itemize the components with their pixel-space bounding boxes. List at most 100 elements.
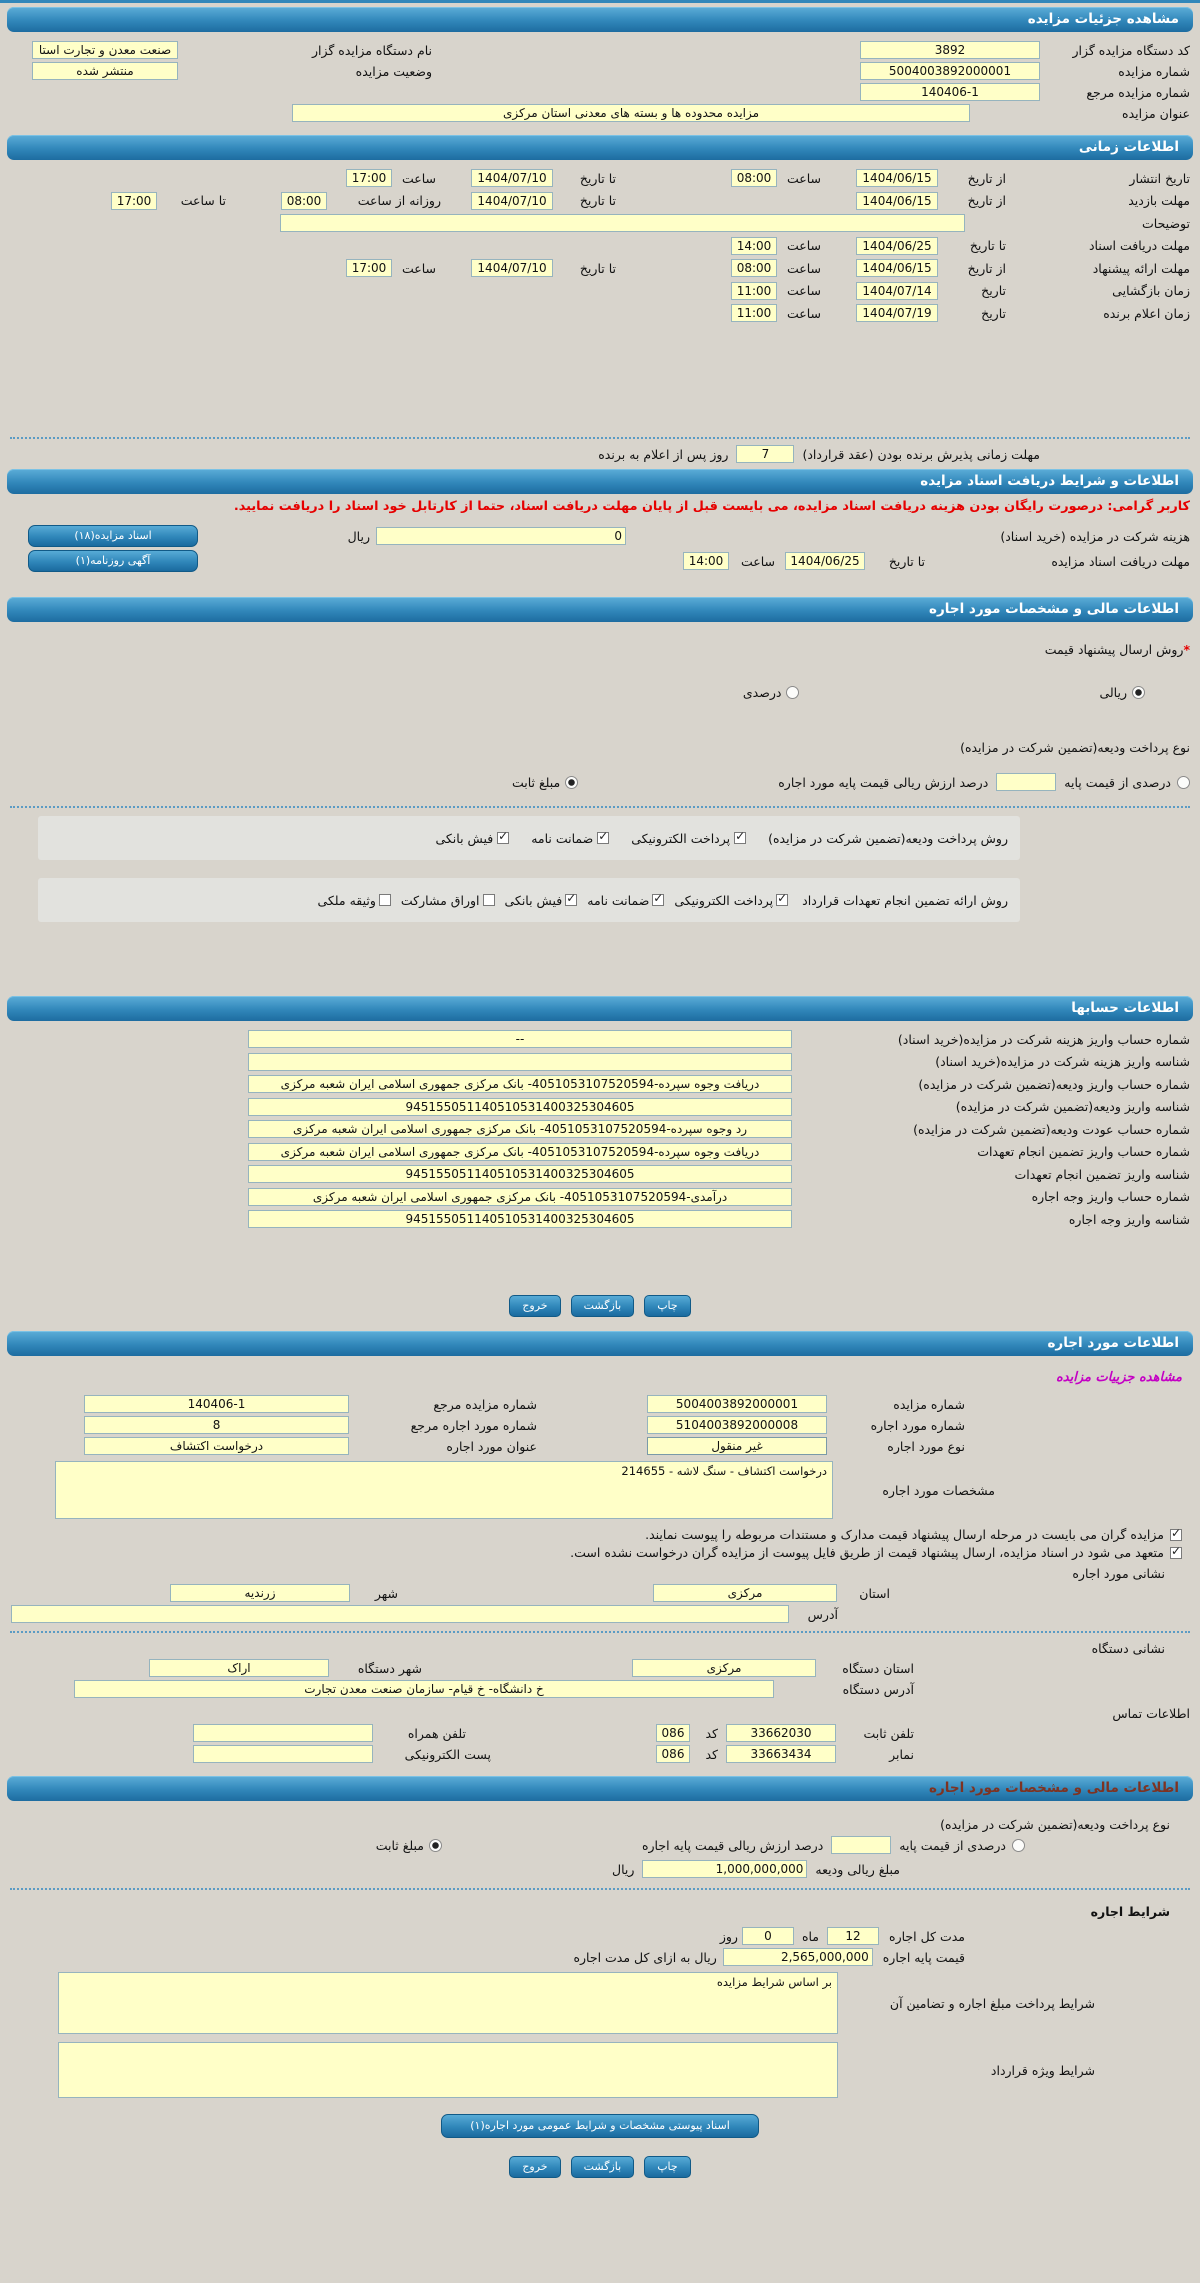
fee-field[interactable]: 0 bbox=[376, 527, 626, 545]
account-field[interactable]: دریافت وجوه سپرده-4051053107520594- بانک… bbox=[248, 1142, 792, 1161]
opening-date-field[interactable]: 1404/07/14 bbox=[856, 281, 938, 300]
item-title-field[interactable]: درخواست اکتشاف bbox=[84, 1437, 349, 1455]
rial-radio[interactable] bbox=[1132, 686, 1145, 699]
visit-daily-from-field[interactable]: 08:00 bbox=[281, 191, 327, 210]
account-field[interactable] bbox=[248, 1052, 792, 1071]
fixed-amount-radio[interactable] bbox=[565, 775, 579, 789]
account-field[interactable]: 945155051140510531400325304605 bbox=[248, 1097, 792, 1116]
auction-title-field[interactable]: مزایده محدوده ها و بسته های معدنی استان … bbox=[292, 104, 970, 122]
offer-to-hour-field[interactable]: 17:00 bbox=[346, 259, 392, 277]
account-field[interactable]: 945155051140510531400325304605 bbox=[248, 1165, 792, 1183]
docs-deadline-date-field-2[interactable]: 1404/06/25 bbox=[785, 552, 865, 570]
print-button-bottom[interactable]: چاپ bbox=[644, 2156, 691, 2178]
publish-to-date-field[interactable]: 1404/07/10 bbox=[471, 169, 553, 187]
org-address-field[interactable]: خ دانشگاه- خ قیام- سازمان صنعت معدن تجار… bbox=[74, 1680, 774, 1698]
status-field[interactable]: منتشر شده bbox=[32, 62, 178, 80]
account-field[interactable]: رد وجوه سپرده-4051053107520594- بانک مرک… bbox=[248, 1120, 792, 1138]
winner-date-field[interactable]: 1404/07/19 bbox=[856, 304, 938, 322]
winner-hour-field[interactable]: 11:00 bbox=[731, 304, 777, 322]
account-field[interactable]: دریافت وجوه سپرده-4051053107520594- بانک… bbox=[248, 1075, 792, 1093]
docs-deadline-hour-field-2[interactable]: 14:00 bbox=[683, 552, 729, 570]
offer-from-hour-field[interactable]: 08:00 bbox=[731, 259, 777, 277]
g-bank-slip-checkbox[interactable] bbox=[565, 891, 578, 906]
account-field[interactable]: -- bbox=[248, 1030, 792, 1048]
auction-no-field[interactable]: 5004003892000001 bbox=[860, 62, 1040, 80]
bank-slip-checkbox[interactable] bbox=[497, 829, 510, 844]
fax-code-field[interactable]: 086 bbox=[656, 1745, 690, 1763]
device-code-field[interactable]: 3892 bbox=[860, 41, 1040, 59]
item-type-select[interactable]: غیر منقول bbox=[647, 1437, 827, 1455]
percent-radio[interactable] bbox=[786, 686, 800, 699]
docs-deadline-hour-group: ساعت 14:00 bbox=[731, 236, 821, 255]
g-guarantee-letter-checkbox[interactable] bbox=[652, 891, 665, 906]
fixed-amount-radio-2[interactable] bbox=[428, 1838, 442, 1852]
guarantee-letter-checkbox[interactable] bbox=[597, 829, 610, 844]
percent-of-base-field-2[interactable] bbox=[831, 1836, 892, 1854]
rental-auction-ref-field[interactable]: 140406-1 bbox=[84, 1395, 349, 1413]
visit-from-date-field[interactable]: 1404/06/15 bbox=[856, 191, 938, 210]
phone-field[interactable]: 33662030 bbox=[726, 1724, 836, 1742]
rental-auction-no-field[interactable]: 5004003892000001 bbox=[647, 1395, 827, 1413]
item-ref-field[interactable]: 8 bbox=[84, 1416, 349, 1434]
publish-from-date-field[interactable]: 1404/06/15 bbox=[856, 169, 938, 187]
newspaper-ad-button[interactable]: آگهی روزنامه(۱) bbox=[28, 550, 198, 572]
item-no-field[interactable]: 5104003892000008 bbox=[647, 1416, 827, 1434]
docs-deadline-hour-field[interactable]: 14:00 bbox=[731, 236, 777, 255]
publish-to-hour-field[interactable]: 17:00 bbox=[346, 169, 392, 187]
guarantee-method-strip: روش ارائه تضمین انجام تعهدات قرارداد پرد… bbox=[38, 878, 1020, 922]
base-price-field[interactable]: 2,565,000,000 bbox=[722, 1948, 873, 1966]
special-terms-textarea[interactable] bbox=[58, 2042, 838, 2098]
visit-daily-to-field[interactable]: 17:00 bbox=[111, 191, 157, 210]
auction-ref-field[interactable]: 140406-1 bbox=[860, 83, 1040, 101]
notes-field[interactable] bbox=[280, 214, 965, 232]
g-electronic-payment-checkbox[interactable] bbox=[776, 891, 789, 906]
percent-of-base-radio[interactable] bbox=[1177, 775, 1190, 789]
org-city-field[interactable]: اراک bbox=[149, 1659, 329, 1677]
address-field[interactable] bbox=[11, 1605, 789, 1623]
g-bonds-checkbox[interactable] bbox=[482, 894, 495, 906]
account-field[interactable]: درآمدی-4051053107520594- بانک مرکزی جمهو… bbox=[248, 1187, 792, 1206]
phone-code-field[interactable]: 086 bbox=[656, 1724, 690, 1742]
email-field[interactable] bbox=[193, 1745, 373, 1763]
percent-of-base-field[interactable] bbox=[996, 773, 1057, 791]
province-field[interactable]: مرکزی bbox=[653, 1584, 837, 1602]
days-field[interactable]: 0 bbox=[741, 1927, 794, 1945]
months-field[interactable]: 12 bbox=[827, 1927, 880, 1945]
view-auction-details-link[interactable]: مشاهده جزییات مزایده bbox=[1055, 1370, 1182, 1385]
visit-to-date-field[interactable]: 1404/07/10 bbox=[471, 191, 553, 210]
back-button[interactable]: بازگشت bbox=[570, 1295, 635, 1317]
city-field[interactable]: زرندیه bbox=[170, 1584, 350, 1602]
exit-button-bottom[interactable]: خروج bbox=[509, 2156, 561, 2178]
g-property-collateral-checkbox[interactable] bbox=[378, 894, 391, 906]
percent-of-base-suffix-2: درصد ارزش ریالی قیمت پایه اجاره bbox=[641, 1837, 824, 1853]
required-asterisk: * bbox=[1183, 642, 1190, 657]
org-province-field[interactable]: مرکزی bbox=[632, 1659, 816, 1677]
deposit-type-row: نوع پرداخت ودیعه(تضمین شرکت در مزایده) bbox=[10, 740, 1190, 755]
attach-note-checkbox[interactable] bbox=[1170, 1526, 1182, 1541]
account-field[interactable]: 945155051140510531400325304605 bbox=[248, 1210, 792, 1228]
fax-field[interactable]: 33663434 bbox=[726, 1745, 836, 1763]
attachments-button[interactable]: اسناد پیوستی مشخصات و شرایط عمومی مورد ا… bbox=[441, 2114, 759, 2138]
payment-terms-textarea[interactable]: بر اساس شرایط مزایده bbox=[58, 1972, 838, 2034]
date-label: تاریخ bbox=[981, 305, 1006, 321]
offer-from-date-field[interactable]: 1404/06/15 bbox=[856, 259, 938, 277]
deposit-amount-field[interactable]: 1,000,000,000 bbox=[642, 1860, 808, 1878]
auction-documents-button[interactable]: اسناد مزایده(۱۸) bbox=[28, 525, 198, 547]
offer-to-date-field[interactable]: 1404/07/10 bbox=[471, 259, 553, 277]
opening-hour-field[interactable]: 11:00 bbox=[731, 281, 777, 300]
docs-deadline-date-field[interactable]: 1404/06/25 bbox=[856, 236, 938, 255]
auction-title-label: عنوان مزایده bbox=[1122, 105, 1190, 121]
back-button-bottom[interactable]: بازگشت bbox=[570, 2156, 635, 2178]
commit-note-checkbox[interactable] bbox=[1170, 1544, 1182, 1559]
print-button[interactable]: چاپ bbox=[644, 1295, 691, 1317]
percent-of-base-radio-2[interactable] bbox=[1012, 1838, 1025, 1852]
accept-days-field[interactable]: 7 bbox=[736, 445, 795, 463]
item-spec-textarea[interactable]: درخواست اکتشاف - سنگ لاشه - 214655 bbox=[55, 1461, 833, 1519]
exit-button[interactable]: خروج bbox=[509, 1295, 561, 1317]
rental-row-3: نوع مورد اجاره غیر منقول عنوان مورد اجار… bbox=[10, 1437, 1190, 1455]
electronic-payment-checkbox[interactable] bbox=[734, 829, 747, 844]
org-name-field[interactable]: صنعت معدن و تجارت استا bbox=[32, 41, 178, 59]
fee-row: هزینه شرکت در مزایده (خرید اسناد) 0 ریال… bbox=[10, 525, 1190, 547]
publish-from-hour-field[interactable]: 08:00 bbox=[731, 169, 777, 187]
mobile-field[interactable] bbox=[193, 1724, 373, 1742]
